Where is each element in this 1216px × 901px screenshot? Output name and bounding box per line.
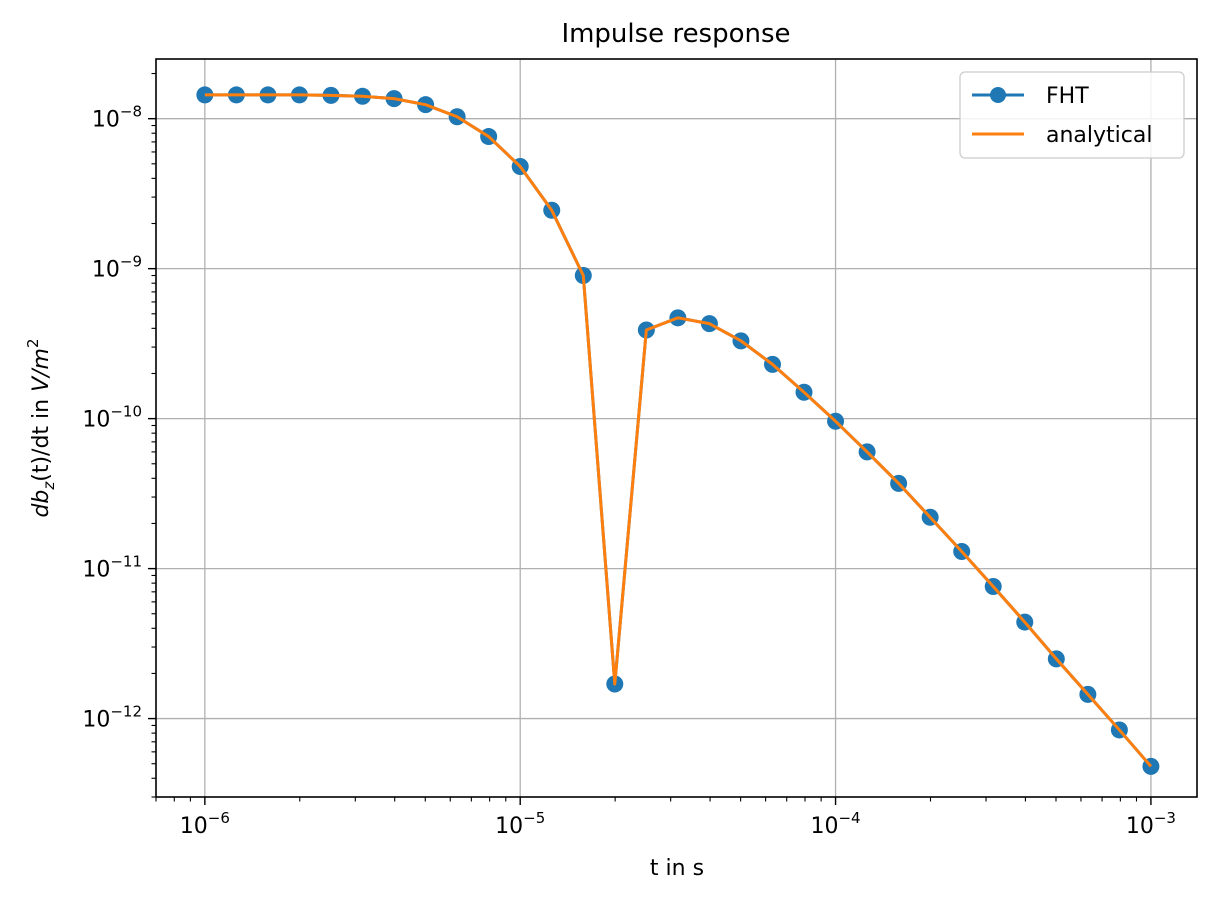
axes-frame <box>155 58 1198 798</box>
y-tick-base: 10 <box>82 708 110 733</box>
y-tick-label: 10−9 <box>92 253 142 283</box>
x-tick-exp: −5 <box>523 809 545 827</box>
y-tick-exp: −8 <box>120 103 142 121</box>
y-tick-exp: −10 <box>110 403 142 421</box>
y-tick-label: 10−11 <box>82 553 142 583</box>
x-tick-exp: −4 <box>838 809 860 827</box>
legend-analytical-label: analytical <box>1046 123 1152 148</box>
y-label-middle: (t)/dt <box>29 426 54 482</box>
x-tick-base: 10 <box>180 814 208 839</box>
x-tick-label: 10−6 <box>180 809 230 839</box>
legend: FHT analytical <box>959 71 1185 159</box>
y-label-in: in <box>29 392 54 426</box>
y-tick-label: 10−10 <box>82 403 142 433</box>
x-tick-base: 10 <box>1126 814 1154 839</box>
y-label-unit: V/m <box>29 348 54 392</box>
x-tick-base: 10 <box>495 814 523 839</box>
chart-title: Impulse response <box>561 19 790 49</box>
x-tick-label: 10−5 <box>495 809 545 839</box>
y-label-unit-exp: 2 <box>24 338 42 348</box>
x-tick-label: 10−4 <box>810 809 860 839</box>
y-axis-label: dbz(t)/dt in V/m2 <box>24 338 58 517</box>
x-tick-exp: −6 <box>208 809 230 827</box>
y-label-prefix: db <box>29 490 54 518</box>
series-layer <box>196 86 1160 775</box>
y-tick-label: 10−12 <box>82 703 142 733</box>
y-tick-exp: −12 <box>110 703 142 721</box>
series-analytical-line <box>204 93 1153 768</box>
y-tick-base: 10 <box>92 108 120 133</box>
y-tick-exp: −11 <box>110 553 142 571</box>
x-axis-label: t in s <box>650 856 704 881</box>
legend-fht-marker <box>990 87 1006 103</box>
y-tick-exp: −9 <box>120 253 142 271</box>
x-tick-exp: −3 <box>1154 809 1176 827</box>
y-tick-base: 10 <box>92 258 120 283</box>
y-tick-base: 10 <box>82 408 110 433</box>
series-analytical <box>204 93 1153 768</box>
x-tick-label: 10−3 <box>1126 809 1176 839</box>
y-label-sub: z <box>40 481 58 491</box>
x-tick-base: 10 <box>810 814 838 839</box>
y-tick-label: 10−8 <box>92 103 142 133</box>
legend-fht-label: FHT <box>1046 84 1089 109</box>
y-tick-base: 10 <box>82 558 110 583</box>
